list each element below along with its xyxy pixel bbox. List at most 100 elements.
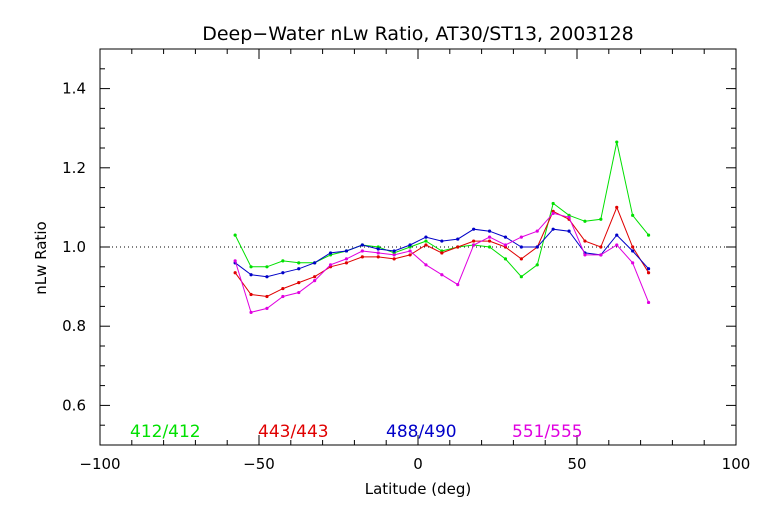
data-point (249, 310, 253, 314)
data-point (487, 229, 492, 233)
data-point (249, 292, 253, 297)
data-point (631, 249, 635, 253)
legend-item: 412/412 (130, 422, 201, 442)
data-point (233, 233, 237, 237)
data-point (599, 217, 603, 221)
legend-item: 443/443 (258, 422, 329, 442)
data-point (424, 235, 428, 239)
data-point (297, 267, 301, 271)
legend-item: 488/490 (386, 422, 457, 442)
data-point (583, 239, 587, 243)
data-point (408, 249, 412, 253)
data-point (567, 229, 571, 233)
data-point (233, 271, 237, 275)
data-point (265, 275, 269, 279)
y-axis-label: nLw Ratio (32, 221, 50, 294)
data-point (646, 267, 651, 271)
data-point (392, 253, 396, 257)
axis-ticks: −100 −50 0 50 100 0.6 0.8 1.0 1.2 1.4 (62, 48, 750, 473)
data-point (360, 249, 364, 253)
x-tick-label: −100 (79, 455, 120, 473)
data-point (615, 140, 619, 144)
series-2 (233, 205, 651, 299)
data-point (265, 294, 269, 299)
data-point (519, 235, 523, 239)
y-tick-label: 0.6 (62, 396, 86, 414)
data-point (646, 233, 651, 237)
data-point (297, 261, 301, 265)
series-1 (233, 140, 651, 279)
data-point (392, 249, 396, 253)
data-point (615, 233, 619, 237)
data-point (646, 271, 651, 275)
data-point (472, 227, 476, 231)
y-tick-label: 0.8 (62, 317, 86, 335)
data-point (313, 279, 317, 283)
data-point (440, 273, 444, 277)
data-point (503, 235, 508, 239)
data-point (456, 283, 460, 287)
data-point (424, 263, 428, 267)
data-point (487, 245, 492, 249)
y-tick-label: 1.2 (62, 159, 86, 177)
data-point (646, 300, 651, 305)
data-point (408, 243, 412, 247)
data-point (424, 243, 428, 247)
data-point (281, 271, 285, 275)
data-point (376, 251, 380, 255)
data-point (440, 239, 444, 243)
x-axis-label: Latitude (deg) (365, 480, 471, 498)
data-point (583, 253, 587, 257)
data-point (487, 239, 492, 243)
data-point (376, 247, 380, 251)
data-point (249, 265, 253, 269)
data-point (281, 286, 285, 291)
data-point (265, 306, 269, 310)
data-point (328, 251, 333, 255)
data-point (456, 245, 460, 249)
data-point (519, 275, 523, 279)
data-point (487, 235, 492, 239)
legend: 412/412 443/443 488/490 551/555 (130, 422, 583, 442)
series-3 (233, 227, 651, 279)
data-point (503, 243, 508, 247)
data-point (440, 251, 444, 255)
data-point (535, 229, 539, 233)
data-point (535, 263, 539, 267)
data-point (281, 259, 285, 263)
x-tick-label: −50 (243, 455, 275, 473)
data-point (297, 281, 301, 285)
data-point (313, 261, 317, 265)
data-point (297, 290, 301, 295)
data-point (551, 201, 555, 206)
data-point (583, 219, 587, 223)
data-point (599, 253, 603, 257)
data-point (360, 243, 364, 247)
data-point (376, 255, 380, 259)
data-point (313, 275, 317, 279)
x-tick-label: 0 (413, 455, 423, 473)
y-tick-label: 1.4 (62, 80, 86, 98)
data-point (424, 239, 428, 243)
data-point (519, 245, 523, 249)
data-point (599, 245, 603, 249)
data-point (472, 239, 476, 243)
data-point (519, 257, 523, 261)
data-point (233, 259, 237, 263)
data-point (281, 294, 285, 299)
data-point (265, 265, 269, 269)
data-point (392, 257, 396, 261)
chart-title: Deep−Water nLw Ratio, AT30/ST13, 2003128 (202, 23, 634, 45)
data-point (615, 205, 619, 209)
data-point (408, 253, 412, 257)
data-point (503, 257, 508, 261)
legend-item: 551/555 (512, 422, 583, 442)
data-point (472, 243, 476, 247)
data-point (328, 263, 333, 267)
data-point (249, 273, 253, 277)
data-point (631, 213, 635, 217)
data-point (631, 245, 635, 249)
series-group (233, 140, 651, 314)
data-point (535, 245, 539, 249)
